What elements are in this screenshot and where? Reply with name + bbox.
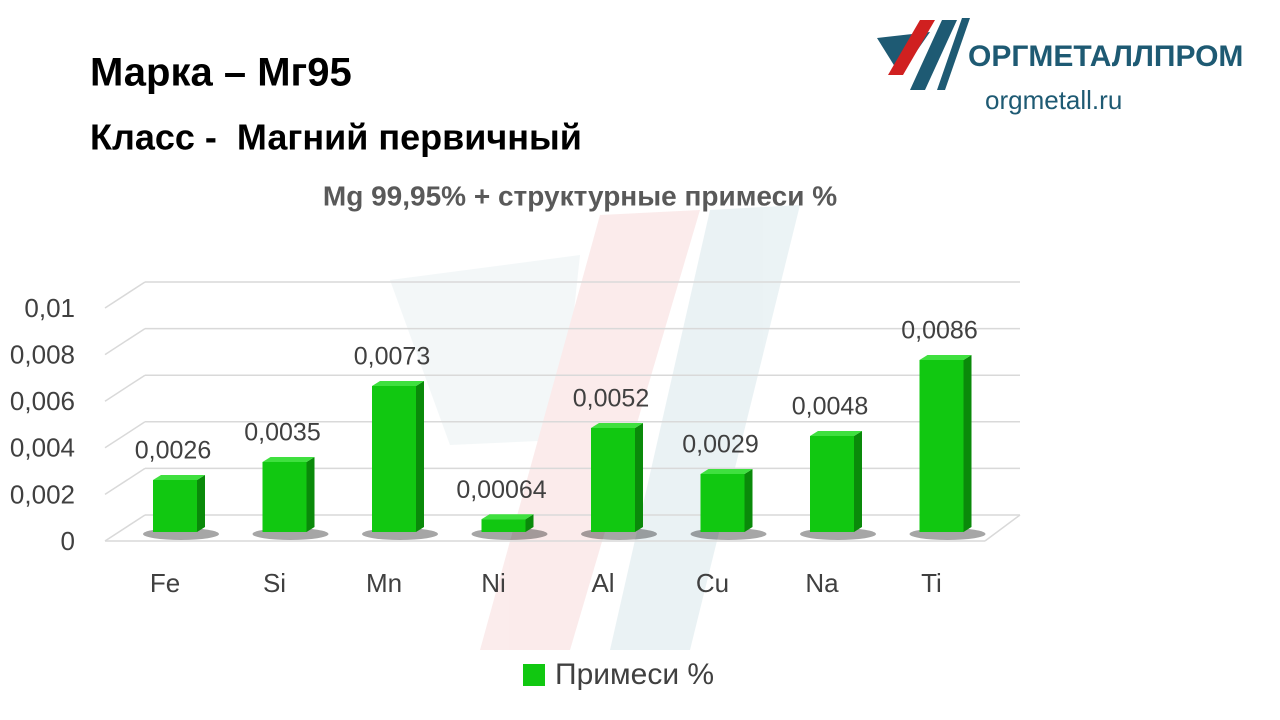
logo-name: ОРГМЕТАЛЛПРОМ: [968, 40, 1243, 73]
grid-line-side: [104, 281, 146, 309]
grid-line-side: [104, 327, 146, 356]
data-label: 0,00064: [456, 476, 546, 504]
y-tick-label: 0,01: [24, 293, 75, 323]
bar-top: [372, 381, 424, 386]
data-label: 0,0086: [901, 317, 977, 345]
bar: [700, 474, 745, 532]
bar: [919, 360, 964, 532]
floor-right: [984, 514, 1021, 542]
data-label: 0,0052: [573, 385, 649, 413]
bar-top: [700, 469, 753, 474]
x-tick-label: Ti: [921, 568, 942, 598]
data-label: 0,0029: [682, 431, 758, 459]
bar-top: [919, 355, 972, 360]
x-tick-label: Si: [263, 568, 286, 598]
bar: [810, 436, 854, 532]
bar-side: [744, 469, 753, 532]
bar-top: [591, 423, 643, 428]
bar: [481, 519, 526, 532]
y-tick-label: 0,002: [10, 479, 75, 509]
data-label: 0,0035: [244, 419, 320, 447]
data-label: 0,0026: [135, 437, 211, 465]
watermark: [390, 205, 800, 650]
slide-title: Марка – Мг95: [90, 51, 352, 95]
x-tick-label: Mn: [366, 568, 402, 598]
logo-mark: [877, 18, 970, 90]
x-tick-label: Fe: [150, 568, 180, 598]
bar: [591, 428, 635, 532]
bar-side: [197, 475, 205, 532]
grid-line-side: [104, 421, 146, 449]
y-tick-label: 0: [61, 526, 75, 556]
legend-swatch: [523, 664, 545, 686]
bar-side: [635, 423, 643, 532]
data-label: 0,0073: [354, 343, 430, 371]
x-tick-label: Ni: [481, 568, 506, 598]
slide-subtitle: Класс - Магний первичный: [90, 117, 582, 158]
bar: [372, 386, 416, 532]
bar-side: [525, 514, 534, 532]
data-label: 0,0048: [792, 393, 868, 421]
bar-side: [963, 355, 972, 532]
chart-title: Mg 99,95% + структурные примеси %: [323, 180, 837, 211]
bar-side: [416, 381, 424, 532]
legend-label: Примеси %: [555, 658, 714, 691]
y-tick-label: 0,008: [10, 339, 75, 369]
grid-line-side: [104, 467, 146, 496]
x-tick-label: Al: [591, 568, 614, 598]
bar-side: [306, 457, 315, 532]
bar-top: [153, 475, 205, 480]
y-tick-label: 0,004: [10, 433, 75, 463]
bar: [153, 480, 197, 532]
grid-line-side: [104, 514, 146, 542]
y-tick-label: 0,006: [10, 386, 75, 416]
bar-top: [481, 514, 534, 520]
bar-top: [810, 431, 862, 436]
bar-top: [262, 457, 315, 462]
grid-line-side: [104, 374, 146, 402]
x-tick-label: Na: [805, 568, 839, 598]
bar-side: [854, 431, 862, 532]
x-tick-label: Cu: [696, 568, 729, 598]
logo-url: orgmetall.ru: [985, 85, 1122, 115]
bar: [262, 462, 307, 532]
